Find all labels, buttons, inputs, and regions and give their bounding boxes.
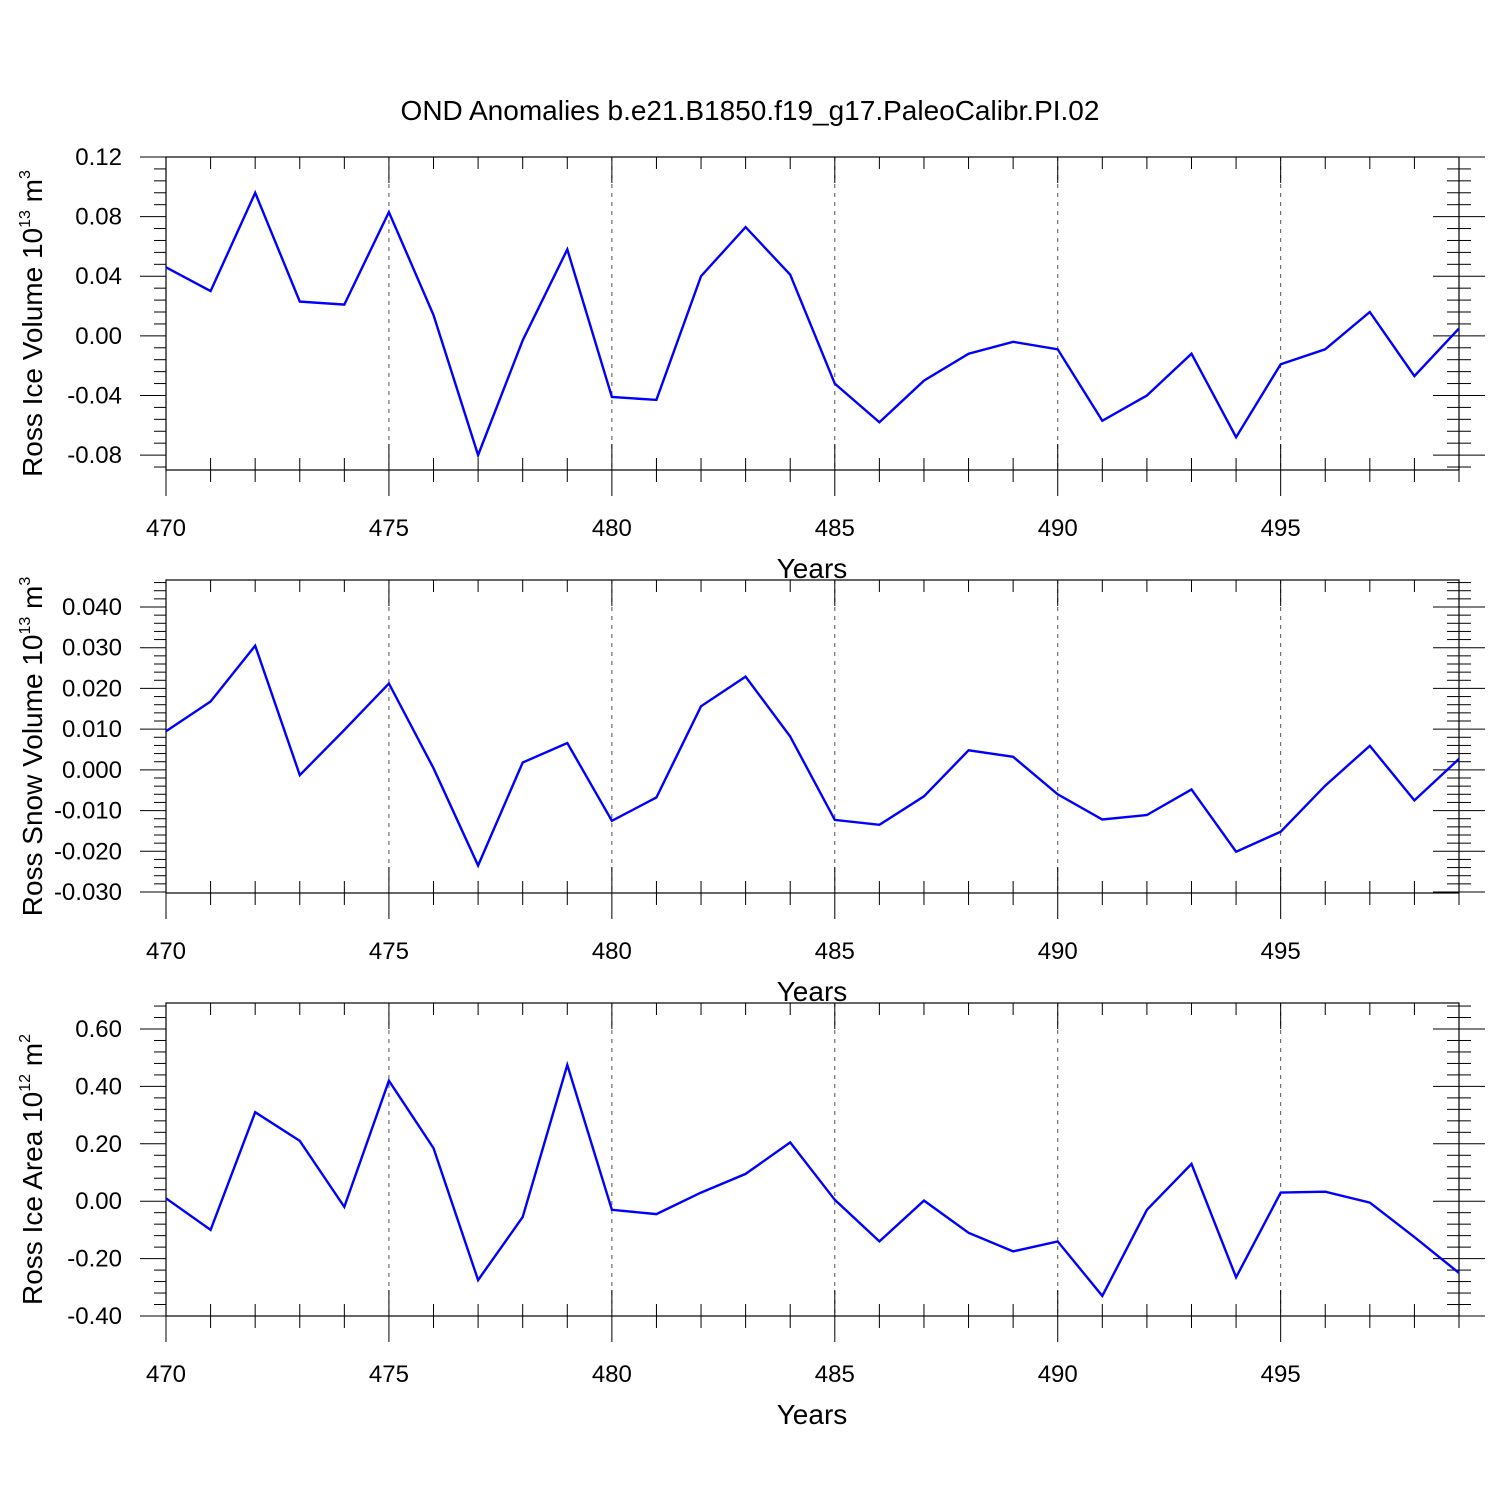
series-line (165, 189, 1460, 459)
y-tick-label: -0.20 (67, 1246, 122, 1273)
x-tick-label: 490 (1038, 1361, 1078, 1388)
x-tick-label: 470 (146, 938, 186, 965)
y-tick-label: -0.40 (67, 1303, 122, 1330)
x-tick-label: 490 (1038, 515, 1078, 542)
series-line (165, 643, 1460, 869)
y-tick-label: 0.000 (62, 757, 122, 784)
x-tick-label: 485 (815, 1361, 855, 1388)
plot-frame (165, 1002, 1460, 1317)
y-tick-label: 0.08 (75, 204, 122, 231)
x-tick-label: 480 (592, 1361, 632, 1388)
y-tick-label: -0.04 (67, 382, 122, 409)
x-tick-label: 470 (146, 1361, 186, 1388)
x-tick-label: 480 (592, 938, 632, 965)
y-tick-label: 0.040 (62, 594, 122, 621)
y-axis-title: Ross Snow Volume 1013 m3 (17, 577, 48, 917)
y-tick-label: 0.020 (62, 675, 122, 702)
y-tick-label: 0.04 (75, 263, 122, 290)
x-tick-label: 480 (592, 515, 632, 542)
x-axis-title: Years (777, 553, 848, 584)
plot-frame (165, 156, 1460, 471)
y-tick-label: 0.20 (75, 1131, 122, 1158)
y-tick-label: 0.00 (75, 323, 122, 350)
plot-frame (165, 579, 1460, 894)
x-tick-label: 470 (146, 515, 186, 542)
y-axis-title: Ross Ice Area 1012 m2 (17, 1034, 48, 1305)
x-tick-label: 485 (815, 515, 855, 542)
y-tick-label: 0.00 (75, 1188, 122, 1215)
x-tick-label: 475 (369, 1361, 409, 1388)
x-axis-title: Years (777, 976, 848, 1007)
y-tick-label: -0.020 (54, 838, 122, 865)
y-axis-title: Ross Ice Volume 1013 m3 (17, 170, 48, 477)
y-tick-label: 0.030 (62, 635, 122, 662)
y-tick-label: 0.40 (75, 1073, 122, 1100)
x-tick-label: 490 (1038, 938, 1078, 965)
series-line (165, 1060, 1460, 1299)
x-tick-label: 475 (369, 515, 409, 542)
figure-title: OND Anomalies b.e21.B1850.f19_g17.PaleoC… (401, 95, 1100, 126)
x-axis-title: Years (777, 1399, 848, 1430)
x-tick-label: 485 (815, 938, 855, 965)
y-tick-label: -0.010 (54, 798, 122, 825)
y-tick-label: 0.010 (62, 716, 122, 743)
y-tick-label: 0.60 (75, 1016, 122, 1043)
x-tick-label: 475 (369, 938, 409, 965)
y-tick-label: -0.08 (67, 442, 122, 469)
x-tick-label: 495 (1261, 515, 1301, 542)
x-tick-label: 495 (1261, 1361, 1301, 1388)
x-tick-label: 495 (1261, 938, 1301, 965)
y-tick-label: -0.030 (54, 879, 122, 906)
y-tick-label: 0.12 (75, 144, 122, 171)
